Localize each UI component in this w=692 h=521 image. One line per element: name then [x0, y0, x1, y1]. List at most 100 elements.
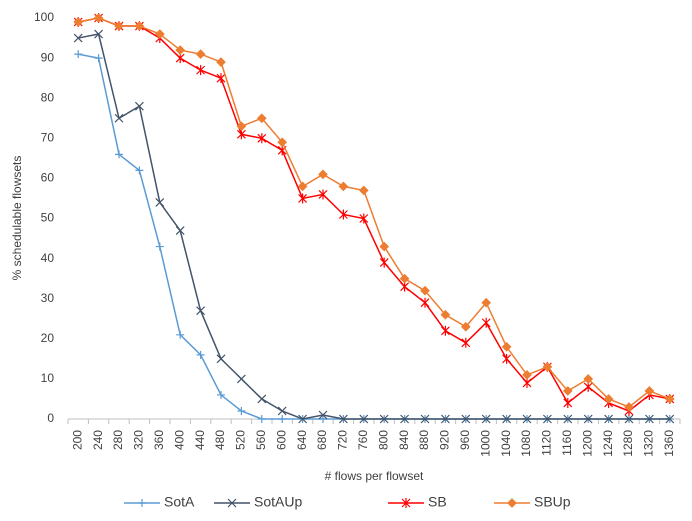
marker — [583, 414, 593, 424]
x-tick-label: 280 — [111, 430, 125, 450]
marker — [522, 414, 532, 424]
legend-label: SotA — [164, 494, 195, 510]
y-tick-label: 10 — [41, 371, 55, 385]
x-axis-title: # flows per flowset — [325, 469, 424, 483]
x-tick-label: 360 — [152, 430, 166, 450]
marker — [379, 414, 389, 424]
marker — [583, 374, 594, 384]
marker — [176, 330, 185, 339]
marker — [237, 406, 246, 415]
marker — [114, 21, 124, 31]
marker — [420, 414, 430, 424]
marker — [604, 414, 614, 424]
y-tick-label: 40 — [41, 251, 55, 265]
x-tick-label: 1000 — [478, 430, 492, 457]
x-tick-label: 680 — [315, 430, 329, 450]
marker — [298, 414, 308, 424]
marker — [542, 362, 553, 372]
marker — [277, 137, 288, 148]
legend: SotA SotAUp SB SBUp — [124, 494, 571, 510]
marker — [278, 415, 287, 423]
x-tick-label: 240 — [91, 430, 105, 450]
marker — [155, 198, 165, 207]
marker — [420, 285, 430, 296]
legend-label: SotAUp — [254, 494, 302, 510]
y-tick-label: 0 — [47, 411, 54, 425]
marker — [257, 394, 267, 404]
marker — [196, 65, 206, 76]
marker — [216, 73, 226, 84]
marker — [297, 181, 308, 192]
x-tick-label: 840 — [397, 430, 411, 450]
marker — [73, 33, 83, 43]
x-tick-label: 880 — [417, 430, 431, 450]
marker — [227, 498, 237, 508]
marker — [460, 321, 471, 332]
marker — [420, 297, 430, 308]
x-tick-label: 1280 — [621, 430, 635, 457]
marker — [562, 386, 573, 396]
marker — [257, 415, 266, 423]
marker — [277, 406, 287, 416]
x-tick-label: 520 — [234, 430, 248, 450]
marker — [379, 257, 389, 268]
marker — [74, 50, 83, 59]
x-tick-label: 720 — [336, 430, 350, 450]
marker — [196, 350, 205, 359]
x-tick-label: 480 — [213, 430, 227, 450]
marker — [256, 113, 267, 124]
marker — [236, 374, 246, 384]
marker — [318, 410, 328, 420]
x-tick-label: 1120 — [540, 430, 554, 456]
marker — [359, 414, 369, 424]
legend-label: SB — [428, 494, 447, 510]
marker — [236, 121, 247, 132]
marker — [461, 414, 471, 424]
marker — [563, 397, 573, 408]
marker — [257, 133, 267, 144]
marker — [196, 306, 206, 316]
y-tick-label: 80 — [41, 90, 55, 104]
x-tick-label: 1160 — [560, 430, 574, 456]
marker — [481, 297, 492, 308]
marker — [359, 213, 369, 224]
y-tick-label: 20 — [41, 331, 55, 345]
marker — [114, 113, 124, 123]
marker — [440, 309, 451, 320]
marker — [73, 17, 84, 27]
marker — [94, 54, 103, 63]
marker — [507, 498, 517, 508]
marker — [563, 414, 573, 424]
y-axis-title: % schedulable flowsets — [10, 156, 24, 281]
marker — [501, 341, 512, 352]
marker — [138, 499, 146, 507]
marker — [461, 337, 471, 348]
marker — [644, 386, 655, 396]
x-tick-label: 640 — [295, 430, 309, 450]
legend-label: SBUp — [534, 494, 571, 510]
x-tick-label: 800 — [376, 430, 390, 450]
y-tick-label: 90 — [41, 50, 55, 64]
marker — [338, 414, 348, 424]
marker — [115, 150, 123, 159]
marker — [481, 414, 491, 424]
marker — [175, 226, 185, 235]
marker — [440, 325, 450, 336]
x-tick-label: 560 — [254, 430, 268, 450]
y-tick-label: 100 — [34, 10, 54, 24]
marker — [502, 414, 512, 424]
x-tick-label: 1080 — [519, 430, 533, 457]
marker — [440, 414, 450, 424]
x-tick-label: 320 — [132, 430, 146, 450]
x-tick-label: 1200 — [580, 430, 594, 457]
marker — [358, 185, 369, 196]
marker — [338, 181, 349, 192]
series-line — [78, 33, 670, 420]
y-tick-label: 50 — [41, 211, 55, 225]
marker — [318, 189, 328, 200]
marker — [154, 29, 165, 39]
marker — [665, 414, 675, 424]
x-tick-label: 200 — [70, 430, 84, 450]
marker — [94, 29, 104, 39]
marker — [400, 414, 410, 424]
